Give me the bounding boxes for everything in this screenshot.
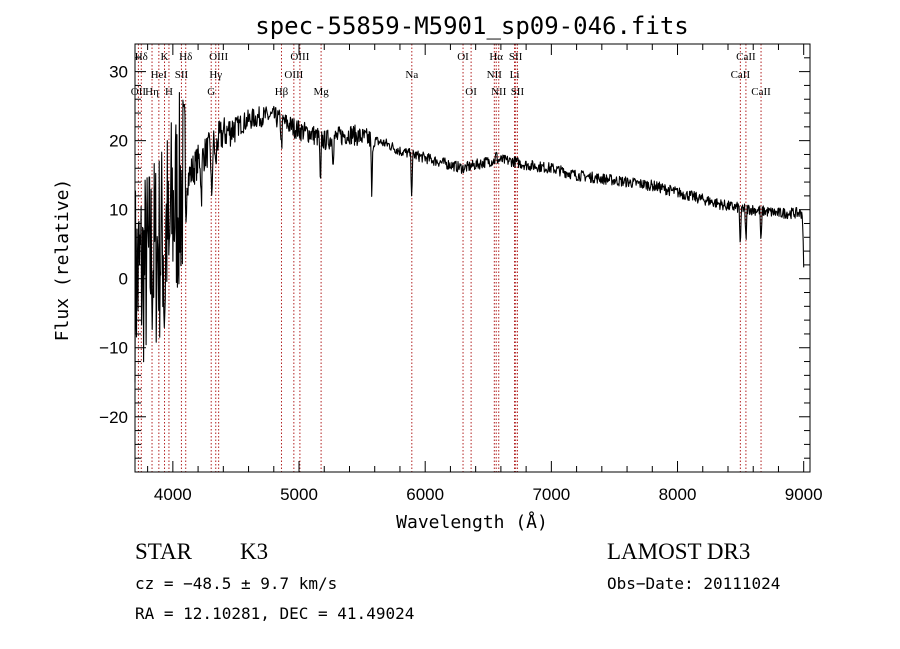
y-tick-label: 10: [109, 201, 128, 220]
survey-name: LAMOST DR3: [607, 539, 751, 564]
spectral-line-label: OI: [457, 51, 469, 63]
chart-title: spec-55859-M5901_sp09-046.fits: [255, 12, 688, 40]
y-axis-tick-labels: −20 −10 0 10 20 30: [99, 63, 128, 427]
x-tick-label: 5000: [280, 485, 318, 504]
y-tick-label: 20: [109, 132, 128, 151]
obs-date-readout: Obs−Date: 20111024: [607, 574, 781, 593]
spectral-line-label: OIII: [290, 51, 309, 63]
spectral-line-label: CaII: [751, 86, 771, 98]
x-tick-label: 7000: [532, 485, 570, 504]
spectrum-flux-line: [134, 92, 805, 383]
x-axis-tick-labels: 4000 5000 6000 7000 8000 9000: [154, 485, 823, 504]
spectral-line-label: NII: [491, 86, 507, 98]
coordinates-readout: RA = 12.10281, DEC = 41.49024: [135, 604, 415, 623]
y-tick-label: −20: [99, 408, 128, 427]
spectral-line-label: Mg: [313, 86, 329, 98]
plot-frame: [134, 43, 811, 473]
y-axis-ticks: [135, 43, 810, 459]
spectral-line-label: OI: [465, 86, 477, 98]
spectral-line-label: Hβ: [275, 86, 289, 98]
spectral-line-label: H: [165, 86, 173, 98]
spectral-line-label: Hδ: [135, 51, 148, 63]
spectral-line-label: K: [161, 51, 169, 63]
spectral-line-label: Hδ: [179, 51, 192, 63]
x-tick-label: 9000: [785, 485, 823, 504]
x-tick-label: 8000: [659, 485, 697, 504]
spectral-line-label: CaII: [731, 69, 751, 81]
x-tick-label: 6000: [406, 485, 444, 504]
object-subclass: K3: [240, 539, 269, 564]
spectral-line-label: Hα: [489, 51, 503, 63]
spectral-line-label: Hγ: [209, 69, 222, 81]
spectral-line-label: OIII: [284, 69, 303, 81]
spectral-line-label: SII: [511, 86, 525, 98]
spectral-line-label: Hη: [145, 86, 159, 98]
spectral-line-label: SII: [175, 69, 189, 81]
y-tick-label: −10: [99, 339, 128, 358]
spectral-line-label: HeI: [151, 69, 168, 81]
spectral-line-label: SII: [509, 51, 523, 63]
x-axis-ticks: [147, 44, 805, 472]
spectral-line-label: NII: [487, 69, 503, 81]
spectral-line-label: Li: [510, 69, 520, 81]
spectral-line-label: CaII: [736, 51, 756, 63]
spectral-line-markers: [137, 44, 762, 472]
x-axis-label: Wavelength (Å): [396, 511, 548, 533]
spectral-line-label: OIII: [209, 51, 228, 63]
spectral-line-label: OII: [131, 86, 147, 98]
spectral-line-label: G: [207, 86, 215, 98]
y-axis-label: Flux (relative): [52, 179, 73, 342]
x-tick-label: 4000: [154, 485, 192, 504]
spectral-line-label: Na: [405, 69, 418, 81]
y-tick-label: 0: [119, 270, 128, 289]
y-tick-label: 30: [109, 63, 128, 82]
object-class: STAR: [135, 539, 192, 564]
redshift-readout: cz = −48.5 ± 9.7 km/s: [135, 574, 338, 593]
